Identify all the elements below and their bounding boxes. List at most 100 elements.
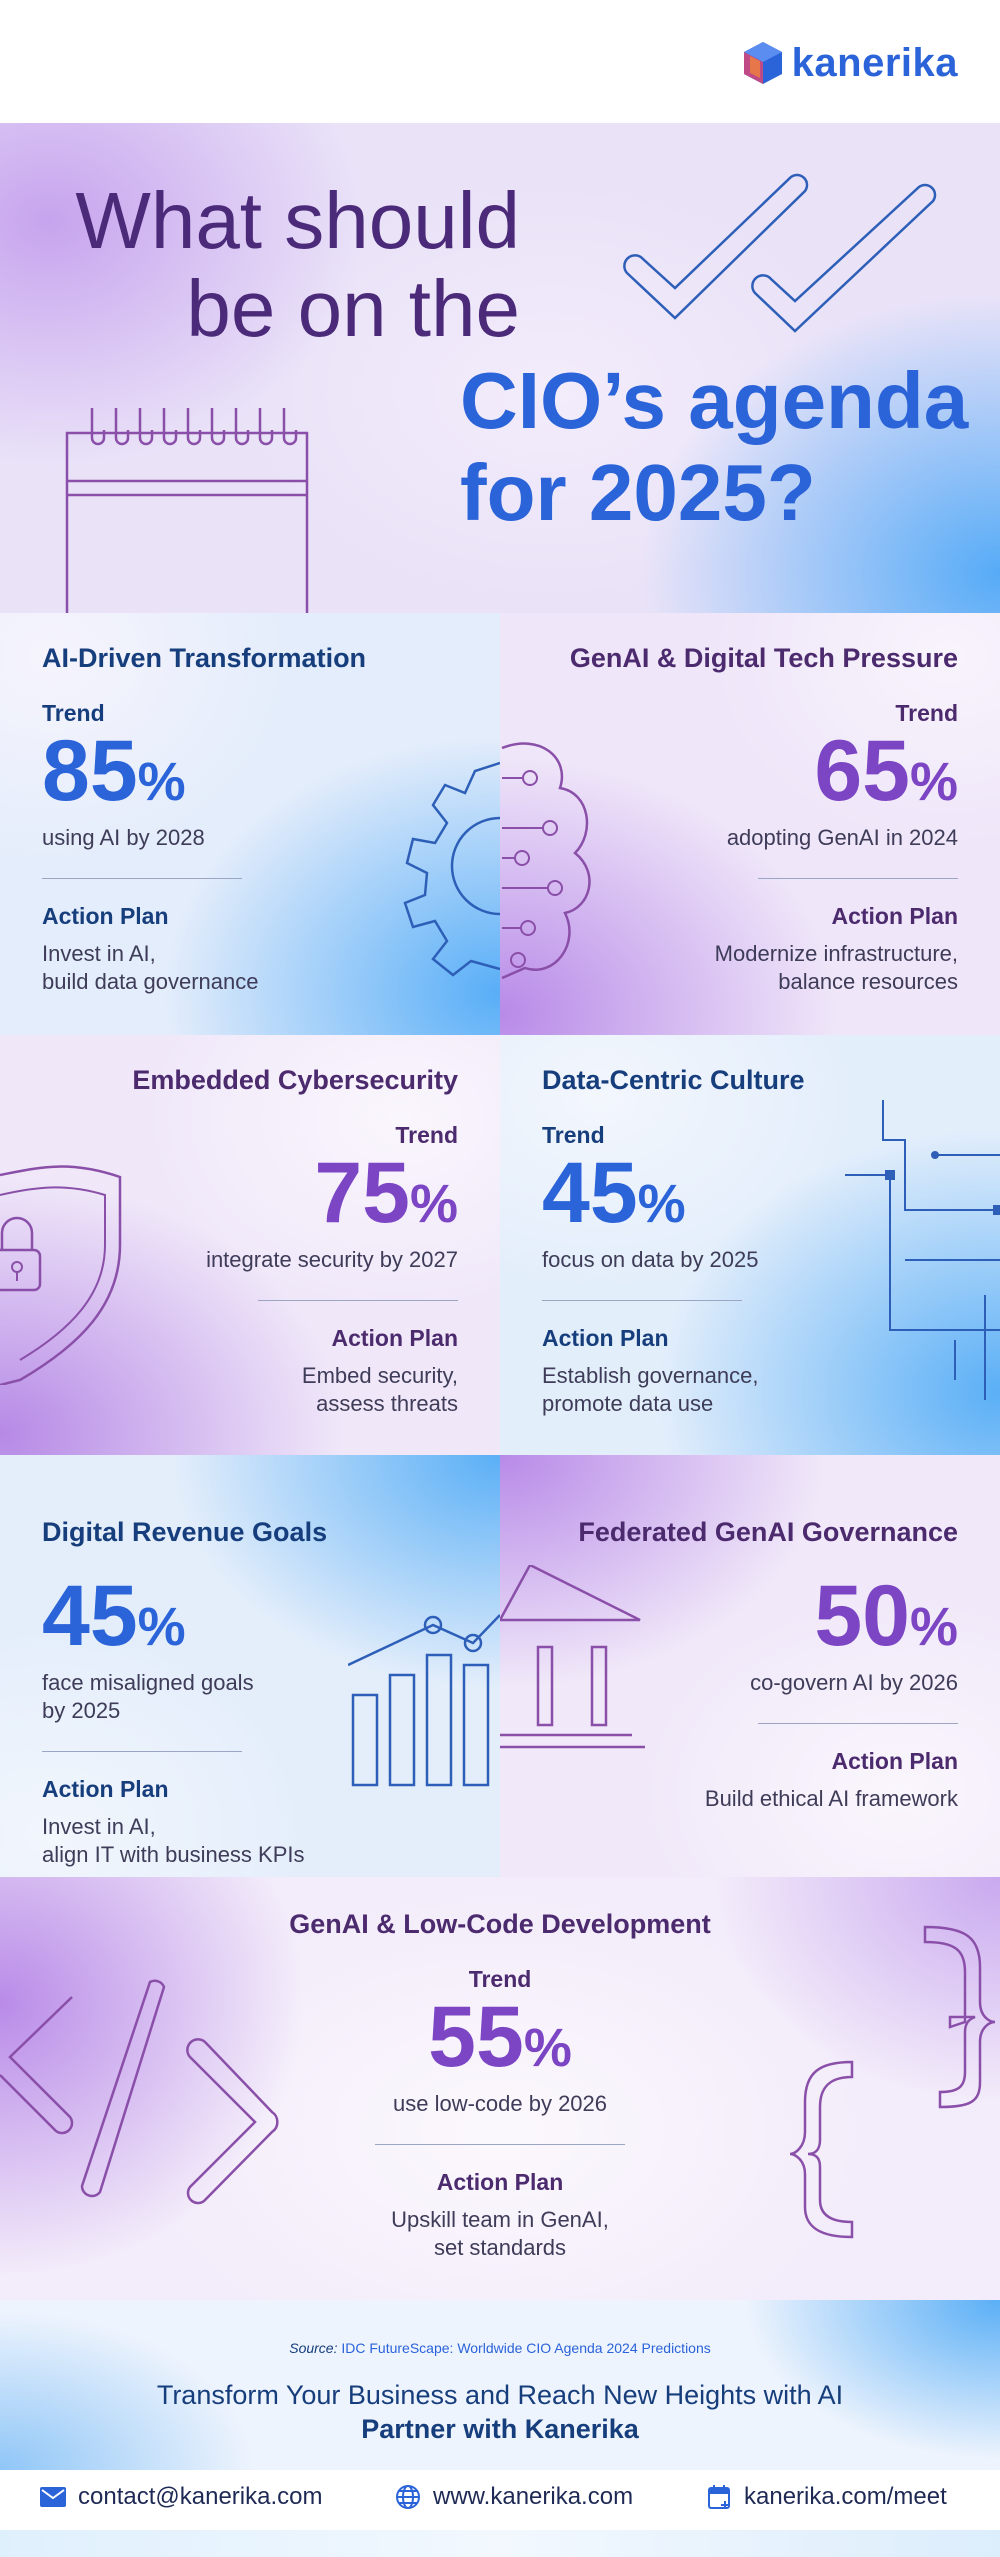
footer: Source: IDC FutureScape: Worldwide CIO A… xyxy=(0,2300,1000,2470)
action-plan-text: Build ethical AI framework xyxy=(578,1785,958,1813)
action-plan-line1: Build ethical AI framework xyxy=(704,1786,958,1811)
trend-description: focus on data by 2025 xyxy=(542,1247,759,1272)
section-data-centric-culture: Data-Centric Culture Trend 45% focus on … xyxy=(500,1035,1000,1455)
trend-unit: % xyxy=(409,1174,458,1234)
meet-link[interactable]: kanerika.com/meet xyxy=(744,2483,947,2510)
trend-description: adopting GenAI in 2024 xyxy=(726,825,958,850)
hero-title-part2: CIO’s agenda for 2025? xyxy=(460,355,980,539)
divider xyxy=(758,878,958,879)
trend-description-line2: by 2025 xyxy=(42,1698,121,1723)
divider xyxy=(42,1751,242,1752)
code-brackets-icon xyxy=(0,1979,279,2205)
trend-description: use low-code by 2026 xyxy=(392,2091,608,2116)
trend-label: Trend xyxy=(395,1122,458,1148)
source-text: IDC FutureScape: Worldwide CIO Agenda 20… xyxy=(341,2340,711,2356)
contact-email[interactable]: contact@kanerika.com xyxy=(40,2483,322,2511)
trend-value: 75% xyxy=(132,1150,458,1246)
section-digital-revenue-goals: Digital Revenue Goals 45% face misaligne… xyxy=(0,1455,500,1877)
trend-number: 55 xyxy=(428,1989,524,2085)
trend-unit: % xyxy=(137,752,186,812)
action-plan-line1: Embed security, xyxy=(301,1363,458,1388)
action-plan-text: Invest in AI, build data governance xyxy=(42,940,366,996)
action-plan-text: Invest in AI, align IT with business KPI… xyxy=(42,1813,327,1869)
section-ai-driven-transformation: AI-Driven Transformation Trend 85% using… xyxy=(0,613,500,1035)
section-content: GenAI & Low-Code Development Trend 55% u… xyxy=(250,1909,750,2262)
trend-unit: % xyxy=(137,1597,186,1657)
divider xyxy=(258,1300,458,1301)
trend-number: 85 xyxy=(42,723,138,819)
calendar-add-icon xyxy=(708,2485,730,2509)
section-title: Embedded Cybersecurity xyxy=(132,1065,458,1095)
brain-circuit-icon xyxy=(501,742,591,980)
action-plan-text: Modernize infrastructure, balance resour… xyxy=(570,940,958,996)
trend-description: co-govern AI by 2026 xyxy=(750,1670,958,1695)
section-embedded-cybersecurity: Embedded Cybersecurity Trend 75% integra… xyxy=(0,1035,500,1455)
hexagon-cube-icon xyxy=(743,42,782,84)
bottom-strip xyxy=(0,2530,1000,2557)
trend-label: Trend xyxy=(468,1966,532,1992)
cta-headline: Transform Your Business and Reach New He… xyxy=(156,2380,844,2410)
trend-description-line1: face misaligned goals xyxy=(42,1670,254,1695)
section-title: GenAI & Digital Tech Pressure xyxy=(569,643,958,673)
section-title: Federated GenAI Governance xyxy=(578,1517,958,1547)
trend-value: 45% xyxy=(542,1150,805,1246)
hero-title-line1: What should xyxy=(75,176,520,265)
source-citation: Source: IDC FutureScape: Worldwide CIO A… xyxy=(0,2340,1000,2356)
gear-icon xyxy=(403,761,500,977)
trend-description: integrate security by 2027 xyxy=(206,1247,458,1272)
divider xyxy=(42,878,242,879)
section-federated-genai-governance: Federated GenAI Governance 50% co-govern… xyxy=(500,1455,1000,1877)
trend-value: 45% xyxy=(42,1573,327,1669)
mail-icon xyxy=(40,2487,66,2507)
brand-name: kanerika xyxy=(791,40,958,85)
action-plan-label: Action Plan xyxy=(331,1325,458,1351)
action-plan-line1: Establish governance, xyxy=(542,1363,759,1388)
section-content: GenAI & Digital Tech Pressure Trend 65% … xyxy=(570,643,958,996)
trend-label: Trend xyxy=(42,700,105,726)
section-content: Digital Revenue Goals 45% face misaligne… xyxy=(42,1517,327,1869)
email-link[interactable]: contact@kanerika.com xyxy=(78,2483,323,2510)
action-plan-label: Action Plan xyxy=(831,1748,958,1774)
brand-logo[interactable]: kanerika xyxy=(742,40,958,86)
action-plan-line1: Invest in AI, xyxy=(42,1814,156,1839)
section-genai-low-code-development: GenAI & Low-Code Development Trend 55% u… xyxy=(0,1877,1000,2300)
hero-title-line4: for 2025? xyxy=(460,448,816,537)
action-plan-text: Upskill team in GenAI, set standards xyxy=(250,2206,750,2262)
trend-value: 85% xyxy=(42,728,366,824)
growth-chart-icon xyxy=(348,1614,500,1787)
shield-lock-icon xyxy=(0,1165,122,1385)
action-plan-label: Action Plan xyxy=(831,903,958,929)
action-plan-line1: Modernize infrastructure, xyxy=(714,941,958,966)
divider xyxy=(542,1300,742,1301)
section-title: Digital Revenue Goals xyxy=(42,1517,328,1547)
action-plan-label: Action Plan xyxy=(42,903,169,929)
trend-number: 45 xyxy=(542,1145,638,1241)
contact-website[interactable]: www.kanerika.com xyxy=(395,2483,633,2511)
website-link[interactable]: www.kanerika.com xyxy=(433,2483,634,2510)
trend-number: 65 xyxy=(814,723,910,819)
header: kanerika xyxy=(0,0,1000,123)
divider xyxy=(758,1723,958,1724)
action-plan-line2: build data governance xyxy=(42,969,259,994)
trend-unit: % xyxy=(909,1597,958,1657)
action-plan-text: Embed security, assess threats xyxy=(132,1362,458,1418)
trend-number: 50 xyxy=(814,1568,910,1664)
source-label: Source: xyxy=(289,2340,338,2356)
hero-title-part1: What should be on the xyxy=(40,177,520,353)
action-plan-line1: Invest in AI, xyxy=(42,941,156,966)
trend-number: 45 xyxy=(42,1568,138,1664)
section-genai-digital-tech-pressure: GenAI & Digital Tech Pressure Trend 65% … xyxy=(500,613,1000,1035)
trend-value: 65% xyxy=(570,728,958,824)
institution-building-icon xyxy=(500,1565,645,1749)
cta-partner[interactable]: Partner with Kanerika xyxy=(361,2414,639,2444)
curly-braces-icon xyxy=(790,1925,995,2239)
section-title: Data-Centric Culture xyxy=(542,1065,805,1095)
contact-meet[interactable]: kanerika.com/meet xyxy=(708,2483,947,2511)
trend-unit: % xyxy=(637,1174,686,1234)
hero-title-line3: CIO’s agenda xyxy=(460,356,969,445)
action-plan-label: Action Plan xyxy=(42,1776,169,1802)
section-content: Embedded Cybersecurity Trend 75% integra… xyxy=(132,1065,458,1418)
hero-title-line2: be on the xyxy=(186,264,520,353)
contact-bar: contact@kanerika.com www.kanerika.com ka… xyxy=(0,2470,1000,2530)
section-content: Data-Centric Culture Trend 45% focus on … xyxy=(542,1065,805,1418)
